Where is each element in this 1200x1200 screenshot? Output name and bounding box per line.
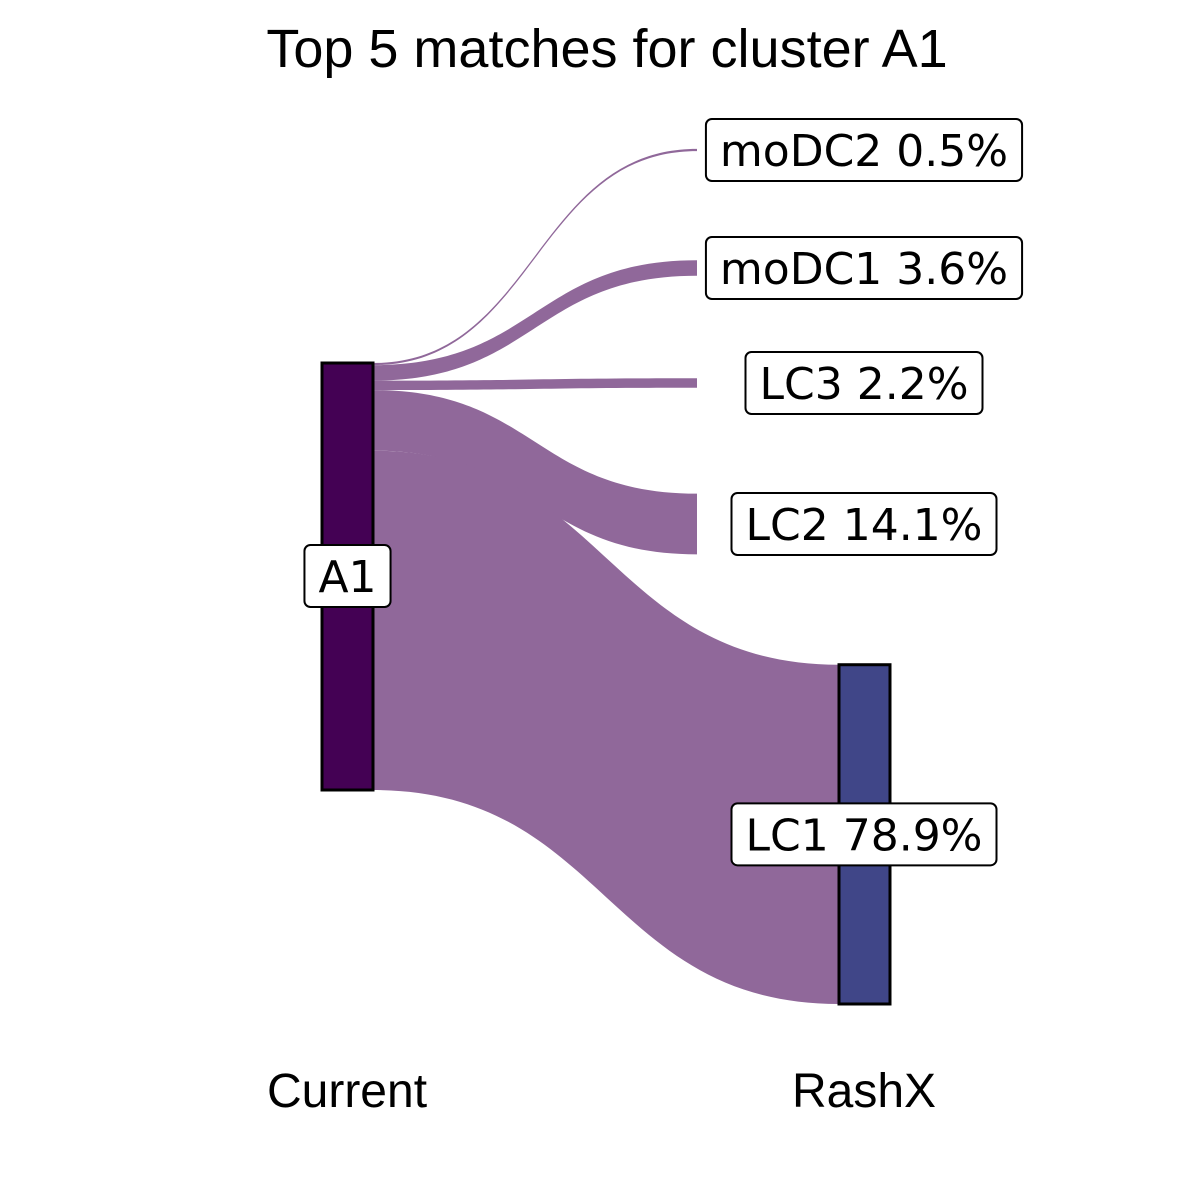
flow-lc1 [373,450,839,1004]
chart-title: Top 5 matches for cluster A1 [266,19,947,79]
label-modc1: moDC1 3.6% [720,244,1008,295]
label-box-modc1 [704,236,1024,300]
flows-group [373,148,839,1004]
labels-group: moDC2 0.5% moDC1 3.6% LC3 2.2% LC2 14.1% LC1… [303,118,1024,867]
label-a1: A1 [318,552,376,603]
label-lc1: LC1 78.9% [746,810,983,861]
flow-modc2 [373,148,697,366]
flow-lc2 [373,390,697,555]
label-box-lc2 [730,492,998,556]
axis-label-current: Current [267,1065,427,1118]
label-modc2: moDC2 0.5% [720,126,1008,177]
label-lc2: LC2 14.1% [746,500,983,551]
label-box-modc2 [704,118,1024,182]
label-box-lc1 [730,802,998,867]
flow-modc1 [373,260,697,381]
label-box-lc3 [744,351,984,415]
axis-label-rashx: RashX [792,1065,936,1118]
flow-lc3 [373,378,697,391]
label-lc3: LC3 2.2% [760,359,969,410]
label-box-a1 [303,544,392,608]
